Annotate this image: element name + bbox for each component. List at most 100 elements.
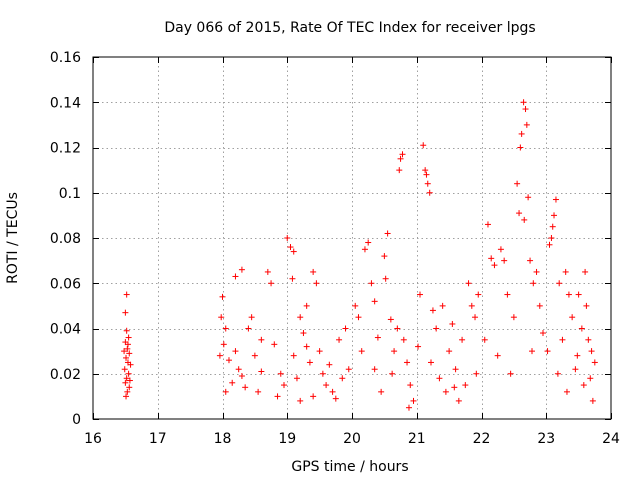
data-point (533, 268, 540, 275)
data-point (416, 291, 423, 298)
data-point (124, 388, 131, 395)
data-point (582, 268, 589, 275)
y-tick-label: 0.16 (50, 50, 81, 66)
data-point (123, 291, 130, 298)
data-point (504, 291, 511, 298)
data-point (455, 397, 462, 404)
data-point (400, 336, 407, 343)
data-point (216, 352, 223, 359)
data-points (121, 99, 598, 411)
data-point (473, 370, 480, 377)
data-point (517, 144, 524, 151)
data-point (429, 307, 436, 314)
data-point (310, 393, 317, 400)
data-point (439, 302, 446, 309)
data-point (303, 302, 310, 309)
data-point (565, 291, 572, 298)
data-point (123, 393, 130, 400)
x-tick-label: 20 (343, 431, 361, 447)
data-point (303, 343, 310, 350)
data-point (255, 388, 262, 395)
data-point (587, 375, 594, 382)
data-point (427, 359, 434, 366)
data-point (290, 248, 297, 255)
data-point (578, 325, 585, 332)
data-point (446, 348, 453, 355)
data-point (121, 348, 128, 355)
data-point (126, 384, 133, 391)
data-point (123, 327, 130, 334)
data-point (591, 359, 598, 366)
data-point (232, 348, 239, 355)
data-point (284, 235, 291, 241)
data-point (451, 384, 458, 391)
data-point (238, 266, 245, 273)
data-point (422, 167, 429, 174)
data-point (381, 253, 388, 260)
x-tick-label: 21 (408, 431, 426, 447)
data-point (229, 379, 236, 386)
data-point (472, 314, 479, 321)
data-point (462, 382, 469, 389)
data-point (546, 241, 553, 248)
x-tick-label: 22 (473, 431, 491, 447)
y-tick-label: 0.12 (50, 141, 81, 157)
data-point (527, 257, 534, 264)
data-point (268, 280, 275, 287)
data-point (510, 314, 517, 321)
data-point (124, 341, 131, 348)
data-point (549, 223, 556, 230)
data-point (525, 194, 532, 201)
y-tick-label: 0.04 (50, 322, 81, 338)
x-tick-label: 19 (278, 431, 296, 447)
data-point (289, 275, 296, 282)
data-point (355, 314, 362, 321)
data-point (310, 268, 317, 275)
data-point (238, 373, 245, 380)
data-point (332, 395, 339, 402)
data-point (572, 366, 579, 373)
data-point (342, 325, 349, 332)
y-tick-label: 0.02 (50, 367, 81, 383)
data-point (405, 404, 412, 411)
data-point (475, 291, 482, 298)
data-point (319, 370, 326, 377)
data-point (589, 397, 596, 404)
data-point (491, 262, 498, 269)
data-point (365, 239, 372, 246)
y-tick-label: 0 (72, 412, 81, 428)
data-point (423, 171, 430, 178)
data-point (329, 388, 336, 395)
data-point (274, 393, 281, 400)
data-point (396, 167, 403, 174)
data-point (468, 302, 475, 309)
data-point (536, 302, 543, 309)
data-point (583, 302, 590, 309)
data-point (124, 345, 131, 352)
data-point (529, 348, 536, 355)
data-point (126, 377, 133, 384)
data-point (397, 155, 404, 162)
chart-title: Day 066 of 2015, Rate Of TEC Index for r… (164, 20, 535, 36)
data-point (563, 388, 570, 395)
data-point (281, 382, 288, 389)
data-point (442, 388, 449, 395)
data-point (313, 280, 320, 287)
data-point (345, 366, 352, 373)
data-point (297, 314, 304, 321)
data-point (306, 359, 313, 366)
data-point (316, 348, 323, 355)
x-axis-label: GPS time / hours (291, 459, 408, 475)
data-point (293, 375, 300, 382)
data-point (465, 280, 472, 287)
data-point (556, 280, 563, 287)
data-point (520, 99, 527, 106)
data-point (415, 343, 422, 350)
data-point (121, 366, 128, 373)
x-tick-label: 18 (214, 431, 232, 447)
data-point (339, 375, 346, 382)
data-point (123, 375, 130, 382)
data-point (518, 130, 525, 137)
axis-ticks: 16 17 18 19 20 21 22 23 24 0 0.02 0.04 0.06 0.08 0.1 0.… (50, 50, 620, 447)
data-point (540, 330, 547, 337)
